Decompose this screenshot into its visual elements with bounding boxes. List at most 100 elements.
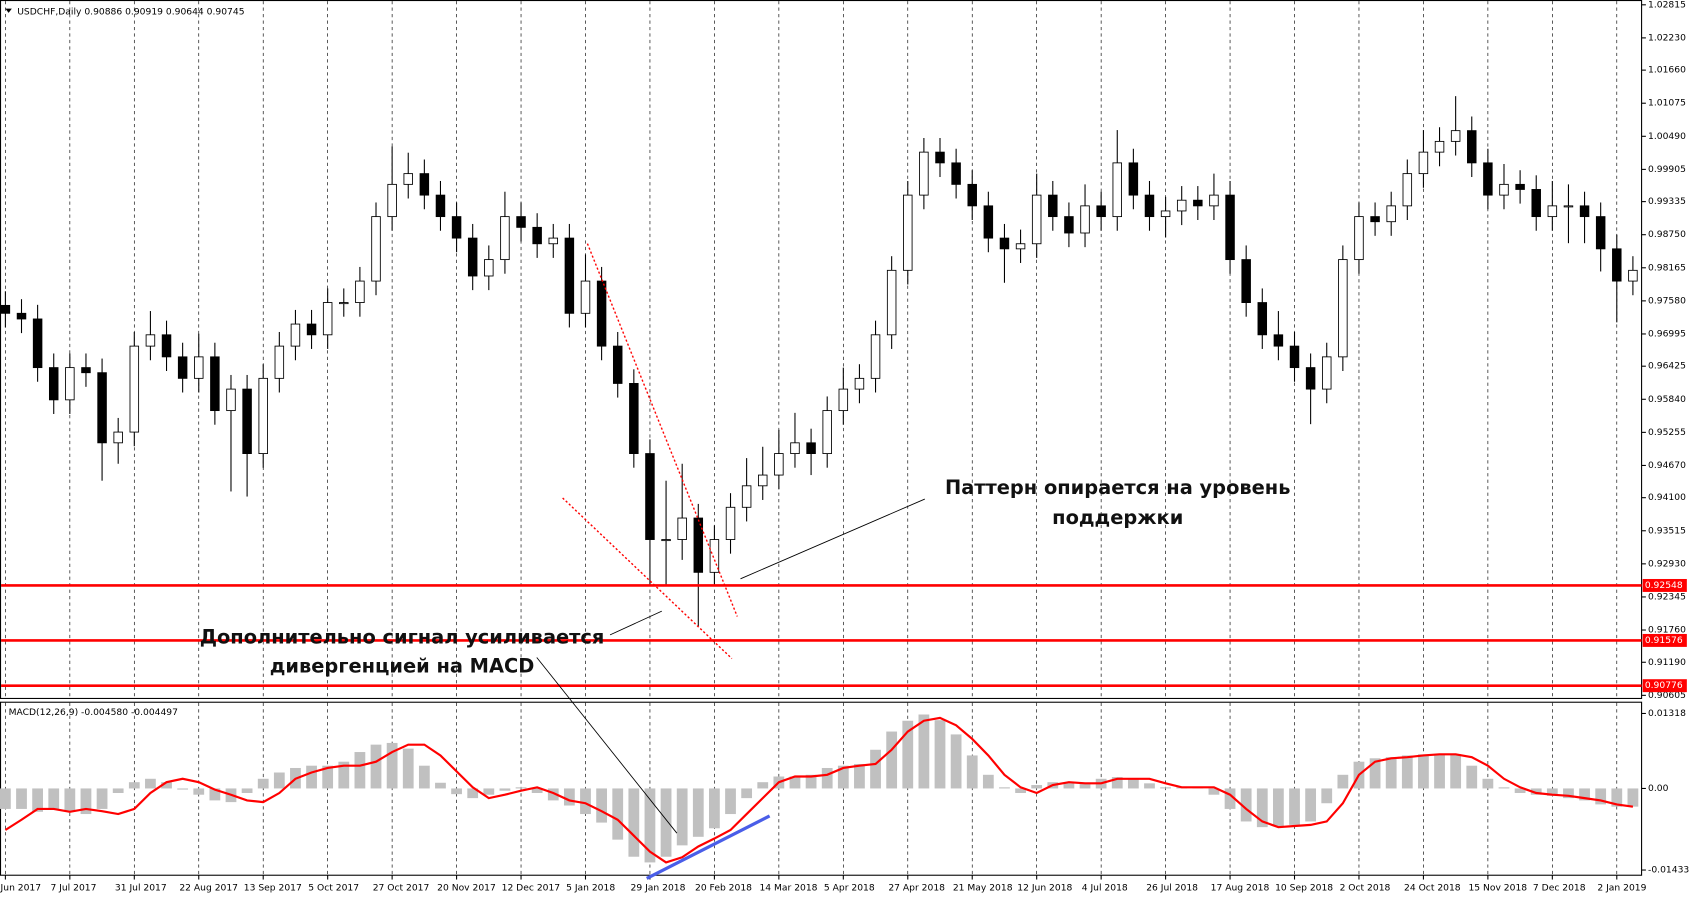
candle-body bbox=[387, 183, 397, 218]
macd-bar bbox=[950, 734, 962, 789]
macd-bar bbox=[112, 788, 124, 794]
macd-bar bbox=[32, 788, 44, 812]
x-tick-label: 5 Apr 2018 bbox=[824, 883, 875, 894]
macd-bar bbox=[1514, 788, 1526, 794]
candle-body bbox=[951, 162, 961, 185]
y-tick-label: 0.97580 bbox=[1648, 295, 1686, 306]
macd-bar bbox=[402, 748, 414, 789]
candle-body bbox=[661, 539, 671, 542]
macd-bar bbox=[354, 752, 366, 789]
macd-bar bbox=[257, 778, 269, 789]
macd-bar bbox=[999, 787, 1010, 789]
x-tick-label: 17 Aug 2018 bbox=[1211, 883, 1270, 894]
y-tick-label: 0.96995 bbox=[1648, 328, 1686, 339]
menu-arrow bbox=[5, 8, 12, 13]
x-tick-label: 4 Jul 2018 bbox=[1082, 883, 1128, 894]
y-tick-label: 0.98165 bbox=[1648, 262, 1686, 273]
candle-body bbox=[886, 269, 897, 336]
candle-body bbox=[1112, 162, 1122, 218]
candle-body bbox=[467, 237, 478, 277]
macd-bar bbox=[644, 788, 656, 863]
candle-body bbox=[339, 302, 349, 305]
candle-body bbox=[1354, 216, 1364, 261]
macd-bar bbox=[499, 788, 511, 791]
candle-body bbox=[403, 173, 413, 185]
macd-bar bbox=[660, 788, 672, 857]
macd-bar bbox=[1305, 788, 1317, 822]
candle-body bbox=[16, 312, 27, 320]
candle-body bbox=[210, 356, 220, 412]
candle-body bbox=[741, 485, 752, 508]
candle-body bbox=[355, 280, 365, 303]
chart-title: USDCHF,Daily 0.90886 0.90919 0.90644 0.9… bbox=[17, 6, 244, 17]
level-tag bbox=[1642, 578, 1687, 592]
candle-body bbox=[935, 151, 945, 164]
x-tick-label: 15 Nov 2018 bbox=[1468, 883, 1527, 894]
level-tag bbox=[1642, 633, 1687, 647]
y-tick-label: 0.99905 bbox=[1648, 164, 1686, 175]
macd-bar bbox=[1111, 777, 1123, 789]
macd-bar bbox=[612, 788, 624, 840]
annotation: Паттерн опирается на уровень bbox=[945, 476, 1290, 499]
macd-bar bbox=[0, 788, 11, 809]
macd-bar bbox=[418, 765, 430, 789]
macd-bar bbox=[386, 742, 398, 789]
macd-bar bbox=[1224, 788, 1236, 809]
macd-bar bbox=[741, 788, 753, 799]
candle-body bbox=[435, 194, 446, 218]
y-tick-label: 0.94670 bbox=[1648, 460, 1686, 471]
candle-body bbox=[1595, 216, 1606, 250]
macd-bar bbox=[322, 765, 334, 789]
macd-bar bbox=[870, 749, 881, 789]
macd-bar bbox=[918, 714, 930, 789]
macd-bar bbox=[435, 782, 446, 789]
macd-title: MACD(12,26,9) -0.004580 -0.004497 bbox=[9, 707, 179, 718]
candle-body bbox=[0, 304, 11, 314]
candle-body bbox=[177, 356, 188, 379]
candle-body bbox=[1064, 216, 1074, 234]
candle-body bbox=[1031, 194, 1042, 245]
candle-body bbox=[999, 237, 1010, 250]
macd-bar bbox=[161, 782, 172, 789]
x-tick-label: 5 Jan 2018 bbox=[566, 883, 615, 894]
marks: 0.92548 0.91576 0.90776 bbox=[0, 96, 1687, 864]
candle-body bbox=[1563, 205, 1574, 208]
macd-bar bbox=[1611, 788, 1623, 807]
macd-bar bbox=[580, 788, 591, 815]
candle-body bbox=[564, 237, 575, 314]
macd-bar bbox=[1563, 788, 1574, 799]
level-label: 0.91576 bbox=[1645, 635, 1683, 646]
candle-body bbox=[451, 216, 462, 239]
macd-bar bbox=[886, 731, 898, 789]
pointer-line bbox=[740, 498, 925, 580]
macd-bar bbox=[1127, 778, 1139, 789]
candle-body bbox=[242, 388, 252, 455]
candle-body bbox=[65, 367, 75, 401]
candle-body bbox=[484, 259, 494, 277]
trend-line bbox=[562, 497, 733, 660]
candle-body bbox=[371, 216, 381, 282]
macd-bar bbox=[547, 788, 559, 801]
y-tick-label: 0.91190 bbox=[1648, 657, 1686, 668]
candle-body bbox=[290, 323, 301, 347]
pointer-line bbox=[536, 657, 678, 834]
candle-body bbox=[983, 205, 994, 239]
candle-body bbox=[1144, 194, 1155, 218]
x-tick-label: 20 Feb 2018 bbox=[695, 883, 752, 894]
candle-body bbox=[548, 237, 559, 245]
y-tick-label: 0.93515 bbox=[1648, 525, 1686, 536]
candle-body bbox=[145, 334, 156, 347]
y-tick-label: 0.90605 bbox=[1648, 690, 1686, 701]
macd-bar bbox=[1289, 788, 1300, 825]
macd-bar bbox=[692, 788, 704, 837]
macd-bar bbox=[789, 776, 801, 789]
candle-body bbox=[1450, 130, 1461, 142]
y-tick-label: 1.01660 bbox=[1648, 65, 1686, 76]
candle-body bbox=[194, 356, 204, 379]
macd-bar bbox=[1160, 787, 1171, 789]
macd-bar bbox=[1321, 788, 1333, 804]
candle-body bbox=[322, 302, 333, 336]
macd-bar bbox=[966, 755, 978, 789]
x-tick-label: 10 Sep 2018 bbox=[1275, 883, 1333, 894]
